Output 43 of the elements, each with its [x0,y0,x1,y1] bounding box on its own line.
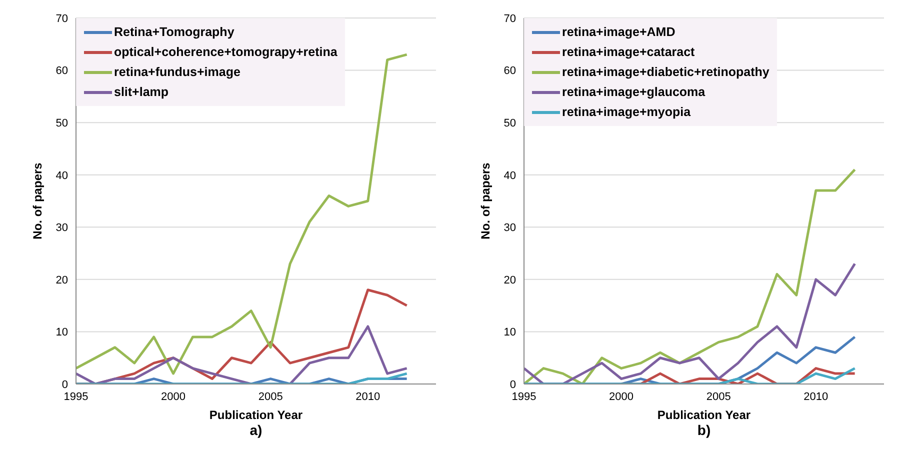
legend-label: slit+lamp [114,85,169,99]
line-series [524,262,856,384]
text: a) [248,422,264,438]
y-tick-label: 0 [62,378,68,391]
x-tick-label: 2010 [804,390,828,403]
y-tick-label: 10 [56,326,68,339]
y-tick-label: 40 [56,170,68,182]
y-axis-title: No. of papers [30,162,44,240]
y-tick-label: 60 [504,65,516,78]
legend-label: retina+image+AMD [562,25,676,39]
x-axis-title: Publication Year [656,408,752,422]
legend-label: Retina+Tomography [114,25,234,39]
legend-label: retina+image+glaucoma [562,85,706,99]
x-tick-label: 2005 [258,390,283,403]
y-tick-label: 30 [56,222,68,234]
y-tick-label: 20 [504,274,516,286]
x-tick-label: 2000 [609,390,634,403]
x-tick-label: 1995 [512,390,536,403]
line-series [524,168,856,384]
line-series [76,325,408,384]
text: b) [696,422,712,438]
y-tick-label: 70 [504,12,516,25]
y-tick-label: 30 [504,222,516,234]
y-tick-label: 10 [504,326,516,339]
x-tick-label: 2010 [356,390,380,403]
legend-label: retina+image+diabetic+retinopathy [562,65,770,79]
y-tick-label: 50 [56,117,68,130]
x-tick-label: 2005 [706,390,731,403]
y-tick-label: 60 [56,65,68,78]
y-tick-label: 50 [504,117,516,130]
legend-label: retina+fundus+image [114,65,240,79]
y-axis-title: No. of papers [478,162,492,240]
x-axis-title: Publication Year [208,408,304,422]
y-tick-label: 40 [504,170,516,182]
line-series [524,367,856,384]
legend-label: retina+image+cataract [562,45,695,59]
y-tick-label: 70 [56,12,68,25]
x-tick-label: 2000 [161,390,186,403]
legend-label: optical+coherence+tomograpy+retina [114,45,338,59]
y-tick-label: 0 [510,378,516,391]
legend-label: retina+image+myopia [562,105,691,119]
x-tick-label: 1995 [64,390,88,403]
y-tick-label: 20 [56,274,68,286]
